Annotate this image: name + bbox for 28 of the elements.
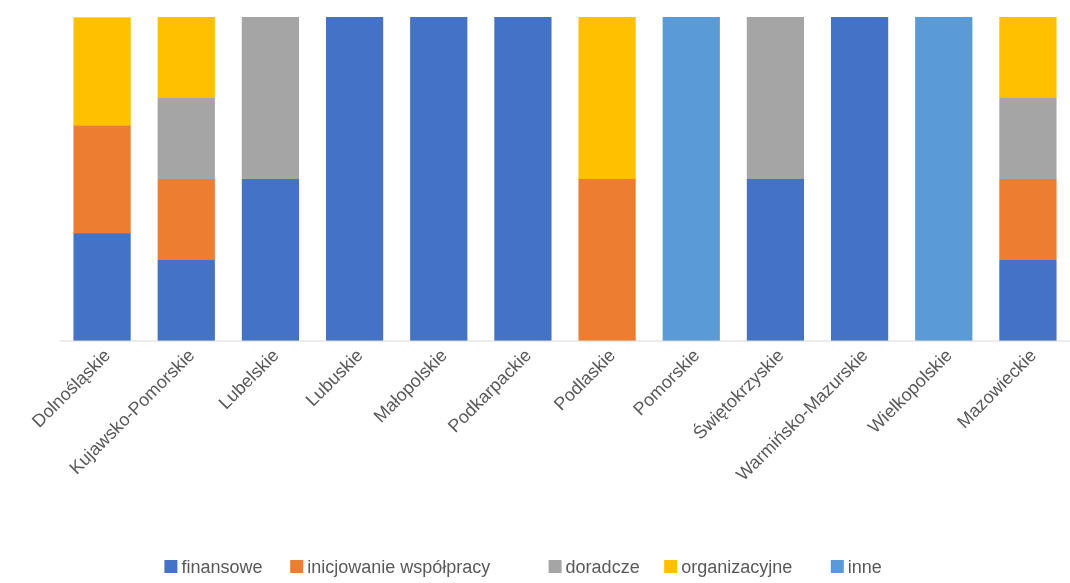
bar bbox=[325, 17, 384, 341]
bar bbox=[746, 179, 805, 341]
bar bbox=[578, 17, 636, 179]
bar bbox=[746, 17, 805, 179]
bar bbox=[157, 17, 215, 98]
bar bbox=[410, 17, 468, 341]
legend-label: organizacyjne bbox=[681, 557, 793, 577]
bar bbox=[73, 17, 131, 126]
bar bbox=[494, 17, 552, 341]
bar bbox=[915, 17, 973, 341]
bar bbox=[241, 17, 300, 179]
bar bbox=[999, 17, 1057, 98]
bar bbox=[999, 98, 1057, 179]
bar bbox=[157, 179, 215, 260]
legend-label: doradcze bbox=[565, 557, 640, 577]
bar bbox=[157, 98, 215, 179]
bar bbox=[73, 125, 131, 234]
legend-label: finansowe bbox=[181, 557, 263, 577]
bar bbox=[999, 179, 1057, 260]
bar bbox=[578, 179, 636, 341]
legend-label: inicjowanie współpracy bbox=[307, 557, 491, 577]
bar bbox=[241, 179, 300, 341]
bar bbox=[73, 233, 131, 341]
bar bbox=[157, 260, 215, 341]
bar bbox=[830, 17, 889, 341]
bar bbox=[662, 17, 720, 341]
legend-label: inne bbox=[847, 557, 882, 577]
bar bbox=[999, 260, 1057, 341]
